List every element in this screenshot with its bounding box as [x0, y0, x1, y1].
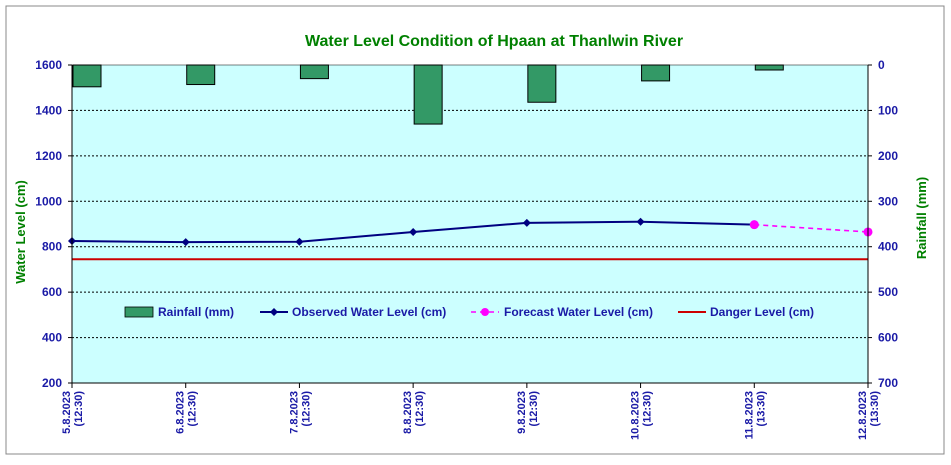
- y-left-tick-label: 200: [42, 376, 62, 390]
- y-axis-right-label: Rainfall (mm): [914, 177, 929, 259]
- x-tick-date: 10.8.2023: [630, 391, 642, 440]
- x-tick-label-group: 8.8.2023 (12:30): [402, 391, 426, 434]
- y-right-tick-label: 400: [878, 240, 898, 254]
- y-left-tick-label: 1000: [35, 194, 62, 208]
- x-tick-time: (12:30): [187, 391, 199, 427]
- x-tick-time: (13:30): [755, 391, 767, 427]
- x-tick-time: (12:30): [642, 391, 654, 427]
- x-tick-date: 5.8.2023: [61, 391, 73, 434]
- legend-rainfall-label: Rainfall (mm): [158, 305, 234, 319]
- legend: Rainfall (mm) Observed Water Level (cm) Fo…: [124, 305, 814, 319]
- observed-point: [522, 218, 531, 227]
- x-tick-date: 6.8.2023: [175, 391, 187, 434]
- y-left-tick-label: 800: [42, 240, 62, 254]
- legend-forecast-label: Forecast Water Level (cm): [504, 305, 653, 319]
- chart-title: Water Level Condition of Hpaan at Thanlw…: [305, 33, 683, 50]
- y-left-tick-label: 400: [42, 331, 62, 345]
- y-right-tick-label: 600: [878, 331, 898, 345]
- y-right-tick-label: 500: [878, 285, 898, 299]
- y-right-tick-label: 0: [878, 58, 885, 72]
- observed-point: [636, 217, 645, 226]
- axes: 200 400 600 800 1000 1200 1400 1600 0 100 200 300 40…: [35, 58, 898, 440]
- y-left-tick-label: 1400: [35, 103, 62, 117]
- rainfall-bar: [641, 64, 671, 82]
- x-tick-label-group: 11.8.2023 (13:30): [743, 391, 767, 440]
- observed-point: [295, 237, 304, 246]
- x-tick-date: 9.8.2023: [516, 391, 528, 434]
- y-left-tick-label: 1200: [35, 149, 62, 163]
- forecast-water-level-line: [754, 223, 869, 233]
- x-tick-time: (13:30): [869, 391, 881, 427]
- y-left-tick-label: 600: [42, 285, 62, 299]
- x-tick-label-group: 6.8.2023 (12:30): [175, 391, 199, 434]
- legend-observed-marker: [270, 308, 278, 316]
- y-left-tick-label: 1600: [35, 58, 62, 72]
- x-tick-date: 7.8.2023: [288, 391, 300, 434]
- water-level-lines: [68, 217, 873, 261]
- x-tick-date: 8.8.2023: [402, 391, 414, 434]
- rainfall-bar: [413, 64, 443, 125]
- forecast-point: [749, 220, 759, 230]
- legend-rainfall-swatch: [124, 306, 154, 318]
- legend-danger-label: Danger Level (cm): [710, 305, 814, 319]
- y-right-tick-label: 700: [878, 376, 898, 390]
- observed-point: [409, 227, 418, 236]
- legend-observed-label: Observed Water Level (cm): [292, 305, 446, 319]
- legend-forecast-marker: [481, 308, 489, 316]
- x-tick-time: (12:30): [528, 391, 540, 427]
- y-right-tick-label: 200: [878, 149, 898, 163]
- x-tick-label-group: 10.8.2023 (12:30): [630, 391, 654, 440]
- observed-point: [181, 238, 190, 247]
- x-tick-time: (12:30): [414, 391, 426, 427]
- y-right-tick-label: 100: [878, 103, 898, 117]
- x-tick-label-group: 9.8.2023 (12:30): [516, 391, 540, 434]
- x-tick-date: 12.8.2023: [857, 391, 869, 440]
- rainfall-bar: [299, 64, 329, 80]
- rainfall-bar: [72, 64, 102, 88]
- rainfall-bars: [72, 64, 784, 125]
- x-tick-label-group: 12.8.2023 (13:30): [857, 391, 881, 440]
- x-tick-label-group: 7.8.2023 (12:30): [288, 391, 312, 434]
- gridlines: [72, 109, 868, 339]
- y-axis-left-label: Water Level (cm): [13, 180, 28, 284]
- x-tick-label-group: 5.8.2023 (12:30): [61, 391, 85, 434]
- x-tick-time: (12:30): [300, 391, 312, 427]
- rainfall-bar: [186, 64, 216, 86]
- rainfall-bar: [754, 64, 784, 71]
- rainfall-bar: [527, 64, 557, 103]
- y-right-tick-label: 300: [878, 194, 898, 208]
- x-tick-time: (12:30): [73, 391, 85, 427]
- x-tick-date: 11.8.2023: [743, 391, 755, 439]
